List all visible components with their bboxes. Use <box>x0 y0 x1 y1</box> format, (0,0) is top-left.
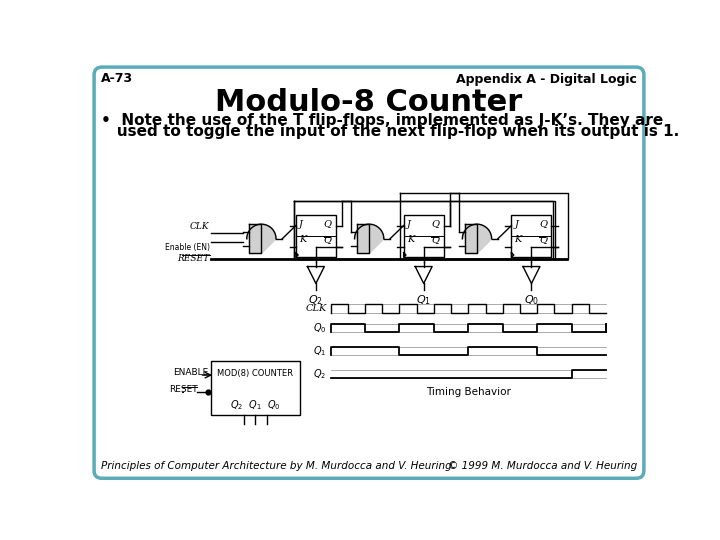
Text: $Q_0$: $Q_0$ <box>313 321 327 335</box>
Polygon shape <box>249 224 261 253</box>
Text: J: J <box>407 220 410 228</box>
Text: Q: Q <box>539 220 547 228</box>
Polygon shape <box>354 224 384 253</box>
Text: Timing Behavior: Timing Behavior <box>426 387 510 397</box>
Text: J: J <box>299 220 303 228</box>
Bar <box>211 361 300 415</box>
Text: Q: Q <box>323 234 332 244</box>
Text: Q: Q <box>431 220 439 228</box>
Polygon shape <box>247 224 276 253</box>
Text: Principles of Computer Architecture by M. Murdocca and V. Heuring: Principles of Computer Architecture by M… <box>101 461 451 471</box>
Text: $Q_2$  $Q_1$  $Q_0$: $Q_2$ $Q_1$ $Q_0$ <box>230 398 281 412</box>
Text: $Q_2$: $Q_2$ <box>308 293 323 307</box>
Text: A-73: A-73 <box>101 72 133 85</box>
Text: Modulo-8 Counter: Modulo-8 Counter <box>215 88 523 117</box>
Text: Q: Q <box>323 220 332 228</box>
Polygon shape <box>462 224 492 253</box>
Text: ENABLE: ENABLE <box>174 368 209 376</box>
Bar <box>296 215 336 257</box>
Text: Q: Q <box>539 234 547 244</box>
Text: Appendix A - Digital Logic: Appendix A - Digital Logic <box>456 72 637 85</box>
Text: $Q_2$: $Q_2$ <box>313 367 327 381</box>
FancyBboxPatch shape <box>94 67 644 478</box>
Text: CLK: CLK <box>305 304 327 313</box>
Text: $Q_1$: $Q_1$ <box>313 344 327 358</box>
Text: MOD(8) COUNTER: MOD(8) COUNTER <box>217 369 294 378</box>
Text: © 1999 M. Murdocca and V. Heuring: © 1999 M. Murdocca and V. Heuring <box>448 461 637 471</box>
Text: K: K <box>407 234 414 244</box>
Text: Q: Q <box>431 234 439 244</box>
Text: K: K <box>515 234 522 244</box>
Text: Enable (EN): Enable (EN) <box>165 242 210 252</box>
Bar <box>511 215 552 257</box>
Text: $Q_0$: $Q_0$ <box>524 293 539 307</box>
Text: RESET: RESET <box>178 254 210 264</box>
Polygon shape <box>465 224 477 253</box>
Text: •  Note the use of the T flip-flops, implemented as J-K’s. They are: • Note the use of the T flip-flops, impl… <box>101 113 663 129</box>
Polygon shape <box>357 224 369 253</box>
Bar <box>404 215 444 257</box>
Text: CLK: CLK <box>190 222 210 232</box>
Text: $Q_1$: $Q_1$ <box>416 293 431 307</box>
Text: used to toggle the input of the next flip-flop when its output is 1.: used to toggle the input of the next fli… <box>101 124 679 139</box>
Text: K: K <box>299 234 306 244</box>
Text: J: J <box>515 220 518 228</box>
Text: RESET: RESET <box>168 385 197 394</box>
